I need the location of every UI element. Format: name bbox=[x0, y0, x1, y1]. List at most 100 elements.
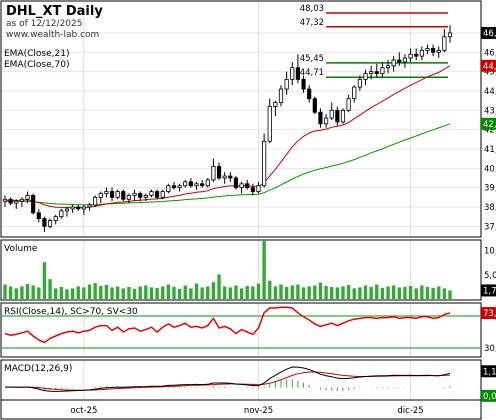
volume-bar bbox=[335, 287, 340, 299]
volume-tick-label: 5,00 M bbox=[484, 271, 496, 281]
candle-body bbox=[200, 183, 205, 187]
level-label-44,71: 44,71 bbox=[300, 68, 324, 78]
volume-bar bbox=[127, 286, 131, 299]
candle-body bbox=[59, 210, 64, 218]
candle-body bbox=[183, 181, 188, 187]
legend-ema21: EMA(Close,21) bbox=[4, 49, 69, 59]
volume-bar bbox=[279, 284, 283, 299]
volume-bar bbox=[138, 286, 142, 299]
candle-body bbox=[267, 106, 272, 142]
volume-bar bbox=[256, 283, 261, 299]
candle-body bbox=[340, 109, 346, 123]
x-tick-label-oct-25: oct-25 bbox=[70, 406, 97, 416]
macd-hist-badge: 0,0536 bbox=[483, 392, 496, 402]
volume-bar bbox=[87, 284, 92, 299]
price-tick-label: 41,000 bbox=[484, 145, 496, 155]
candle-body bbox=[53, 216, 58, 221]
macd-panel bbox=[0, 359, 482, 401]
price-tick-label: 40,000 bbox=[484, 164, 496, 174]
volume-bar bbox=[59, 286, 64, 299]
volume-bar bbox=[380, 287, 385, 299]
volume-bar bbox=[25, 284, 30, 299]
volume-bar bbox=[358, 287, 362, 299]
candle-body bbox=[70, 206, 75, 210]
candle-body bbox=[273, 102, 278, 107]
candle-body bbox=[419, 49, 424, 57]
price-tick-label: 37,000 bbox=[484, 222, 496, 232]
candle-body bbox=[380, 67, 385, 74]
volume-bar bbox=[110, 287, 114, 299]
volume-bar bbox=[82, 287, 86, 299]
volume-bar bbox=[37, 287, 41, 299]
volume-bar bbox=[442, 288, 447, 299]
candle-body bbox=[177, 185, 182, 189]
volume-bar bbox=[194, 283, 199, 299]
candle-body bbox=[250, 187, 255, 192]
ema21-badge-bg bbox=[481, 59, 496, 72]
volume-bar bbox=[251, 286, 255, 299]
volume-bar bbox=[70, 288, 75, 299]
volume-badge: 1,77 M bbox=[483, 286, 496, 296]
volume-bar bbox=[324, 285, 328, 299]
candle-body bbox=[278, 88, 284, 103]
candle-body bbox=[402, 57, 408, 63]
candle-body bbox=[357, 78, 362, 88]
candle-body bbox=[228, 175, 233, 179]
candle-body bbox=[31, 194, 36, 214]
price-tick-label: 38,000 bbox=[484, 203, 496, 213]
candle-body bbox=[442, 36, 447, 51]
candle-body bbox=[318, 111, 323, 125]
candle-body bbox=[447, 32, 453, 38]
macd-label: MACD(12,26,9) bbox=[4, 364, 72, 374]
volume-badge-bg bbox=[481, 284, 496, 297]
rsi-line bbox=[4, 306, 451, 344]
candle-body bbox=[352, 86, 357, 100]
volume-bar bbox=[104, 284, 109, 299]
level-label-45,45: 45,45 bbox=[300, 54, 324, 64]
candle-body bbox=[126, 194, 132, 200]
volume-bar bbox=[341, 286, 345, 299]
candle-body bbox=[19, 198, 24, 202]
volume-bar bbox=[448, 290, 452, 299]
candle-body bbox=[397, 59, 402, 63]
volume-bar bbox=[183, 285, 187, 299]
volume-bar bbox=[284, 286, 289, 299]
level-label-48,03: 48,03 bbox=[300, 4, 324, 14]
candle-body bbox=[205, 179, 210, 187]
candle-body bbox=[239, 183, 244, 189]
volume-bar bbox=[437, 286, 441, 299]
volume-bar bbox=[172, 286, 176, 299]
candle-body bbox=[391, 59, 396, 67]
rsi-badge: 73,6969 bbox=[483, 309, 496, 319]
candle-body bbox=[76, 206, 81, 210]
ema21-badge: 44,844 bbox=[483, 62, 496, 72]
volume-bar bbox=[268, 280, 272, 299]
candle-body bbox=[194, 183, 199, 187]
candle-body bbox=[160, 191, 165, 198]
volume-bar bbox=[403, 286, 407, 299]
price-tick-label: 42,000 bbox=[484, 126, 496, 136]
rsi-tick-label: 30,000 bbox=[484, 344, 496, 354]
volume-bar bbox=[161, 286, 165, 299]
axis-labels: oct-25 nov-25 dic-25 37,000 38,000 39,000 40,0… bbox=[70, 4, 496, 416]
volume-bar bbox=[290, 285, 294, 299]
as-of-date: as of 12/12/2025 bbox=[6, 19, 82, 29]
candle-body bbox=[312, 98, 317, 113]
volume-bar bbox=[397, 287, 401, 299]
candle-body bbox=[47, 220, 53, 227]
volume-bar bbox=[318, 282, 323, 299]
volume-bar bbox=[14, 288, 18, 299]
volume-bar bbox=[330, 286, 334, 299]
candle-body bbox=[233, 177, 239, 189]
candle-body bbox=[104, 191, 109, 194]
volume-bar bbox=[149, 287, 154, 299]
candle-body bbox=[363, 73, 368, 80]
x-tick-label-nov-25: nov-25 bbox=[244, 406, 273, 416]
volume-bar bbox=[177, 288, 182, 299]
candle-body bbox=[98, 193, 103, 198]
volume-bar bbox=[234, 285, 238, 299]
volume-bar bbox=[420, 285, 424, 299]
candle-body bbox=[335, 109, 340, 123]
volume-bar bbox=[369, 286, 373, 299]
volume-bar bbox=[273, 286, 278, 299]
